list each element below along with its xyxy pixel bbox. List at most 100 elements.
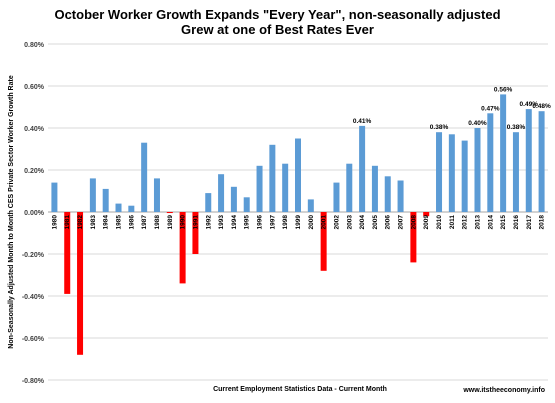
- x-tick-label: 2007: [398, 215, 405, 230]
- x-tick-label: 1993: [218, 215, 225, 230]
- bar-2012: [461, 140, 468, 212]
- bar-1993: [218, 174, 225, 212]
- chart-subtitle: Grew at one of Best Rates Ever: [181, 22, 374, 37]
- x-tick-label: 1981: [64, 215, 71, 230]
- bar-1983: [89, 178, 96, 212]
- data-label-2018: 0.48%: [532, 103, 551, 110]
- chart-title: October Worker Growth Expands "Every Yea…: [54, 7, 501, 22]
- x-tick-label: 2008: [410, 215, 417, 230]
- x-tick-label: 2009: [423, 215, 430, 230]
- x-tick-label: 1994: [231, 215, 238, 230]
- x-tick-label: 1988: [154, 215, 161, 230]
- bar-1989: [166, 212, 173, 214]
- x-axis-title: Current Employment Statistics Data - Cur…: [213, 386, 387, 393]
- bar-1985: [115, 203, 122, 212]
- x-tick-label: 1985: [116, 215, 123, 230]
- x-tick-label: 2001: [321, 215, 328, 230]
- data-label-2017: 0.49%: [520, 101, 539, 108]
- x-tick-label: 2013: [474, 215, 481, 230]
- y-tick-label: 0.40%: [24, 126, 45, 133]
- bar-2017: [525, 109, 532, 212]
- x-tick-label: 2015: [500, 215, 507, 230]
- bar-2003: [346, 163, 353, 212]
- bar-1981: [64, 212, 71, 294]
- bar-1992: [205, 193, 212, 212]
- x-tick-label: 1980: [51, 215, 58, 230]
- y-tick-label: -0.40%: [22, 294, 45, 301]
- x-tick-label: 1983: [90, 215, 97, 230]
- x-tick-label: 1990: [180, 215, 187, 230]
- bar-1996: [256, 165, 263, 212]
- bar-2010: [436, 132, 443, 212]
- bar-2018: [538, 111, 545, 212]
- bar-2001: [320, 212, 327, 271]
- bar-2009: [423, 212, 430, 217]
- y-tick-label: -0.20%: [22, 252, 45, 259]
- y-tick-label: 0.60%: [24, 84, 45, 91]
- bar-1984: [102, 188, 109, 212]
- bar-1982: [77, 212, 84, 355]
- x-tick-label: 2010: [436, 215, 443, 230]
- bar-1987: [141, 142, 148, 212]
- bar-2007: [397, 180, 404, 212]
- bar-1990: [179, 212, 186, 284]
- bar-2015: [500, 94, 507, 212]
- bar-1980: [51, 182, 58, 212]
- bar-1991: [192, 212, 199, 254]
- bar-2006: [384, 176, 391, 212]
- bar-1994: [230, 186, 237, 212]
- bar-2013: [474, 128, 481, 212]
- y-tick-label: -0.80%: [22, 378, 45, 385]
- x-tick-label: 1999: [295, 215, 302, 230]
- y-tick-label: -0.60%: [22, 336, 45, 343]
- x-tick-label: 1982: [77, 215, 84, 230]
- bar-2011: [448, 134, 455, 212]
- data-label-2016: 0.38%: [507, 124, 526, 131]
- x-tick-label: 2017: [526, 215, 533, 230]
- bar-2000: [307, 199, 314, 212]
- bar-2005: [371, 165, 378, 212]
- x-tick-label: 1996: [257, 215, 264, 230]
- data-label-2015: 0.56%: [494, 86, 513, 93]
- x-tick-label: 1998: [282, 215, 289, 230]
- x-tick-label: 1995: [244, 215, 251, 230]
- bar-1997: [269, 144, 276, 212]
- data-label-2010: 0.38%: [430, 124, 449, 131]
- x-tick-label: 1992: [205, 215, 212, 230]
- x-tick-label: 2004: [359, 215, 366, 230]
- x-tick-label: 1984: [103, 215, 110, 230]
- x-tick-label: 2011: [449, 215, 456, 229]
- x-tick-label: 1987: [141, 215, 148, 230]
- bar-1998: [282, 163, 289, 212]
- x-tick-label: 2006: [385, 215, 392, 230]
- data-label-2013: 0.40%: [468, 120, 487, 127]
- x-tick-label: 1991: [192, 215, 199, 230]
- data-label-2014: 0.47%: [481, 105, 500, 112]
- bar-2014: [487, 113, 494, 212]
- x-tick-label: 1986: [128, 215, 135, 230]
- y-tick-label: 0.20%: [24, 168, 45, 175]
- x-tick-label: 2000: [308, 215, 315, 230]
- x-tick-label: 2002: [333, 215, 340, 230]
- x-tick-label: 2014: [487, 215, 494, 230]
- y-tick-label: 0.00%: [24, 210, 45, 217]
- x-tick-label: 2003: [346, 215, 353, 230]
- bar-1988: [153, 178, 160, 212]
- x-tick-label: 2016: [513, 215, 520, 230]
- data-label-2004: 0.41%: [353, 118, 372, 125]
- bar-1986: [128, 205, 135, 212]
- bar-1995: [243, 197, 250, 212]
- bar-2016: [512, 132, 519, 212]
- x-tick-label: 1997: [269, 215, 276, 230]
- bar-2002: [333, 182, 340, 212]
- bar-1999: [295, 138, 301, 212]
- bar-2004: [359, 125, 366, 212]
- x-tick-label: 2005: [372, 215, 379, 230]
- x-tick-label: 1989: [167, 215, 174, 230]
- bar-2008: [410, 212, 417, 263]
- x-tick-label: 2012: [462, 215, 469, 230]
- y-tick-label: 0.80%: [24, 42, 45, 49]
- y-axis-title: Non-Seasonally Adjusted Month to Month C…: [8, 75, 15, 349]
